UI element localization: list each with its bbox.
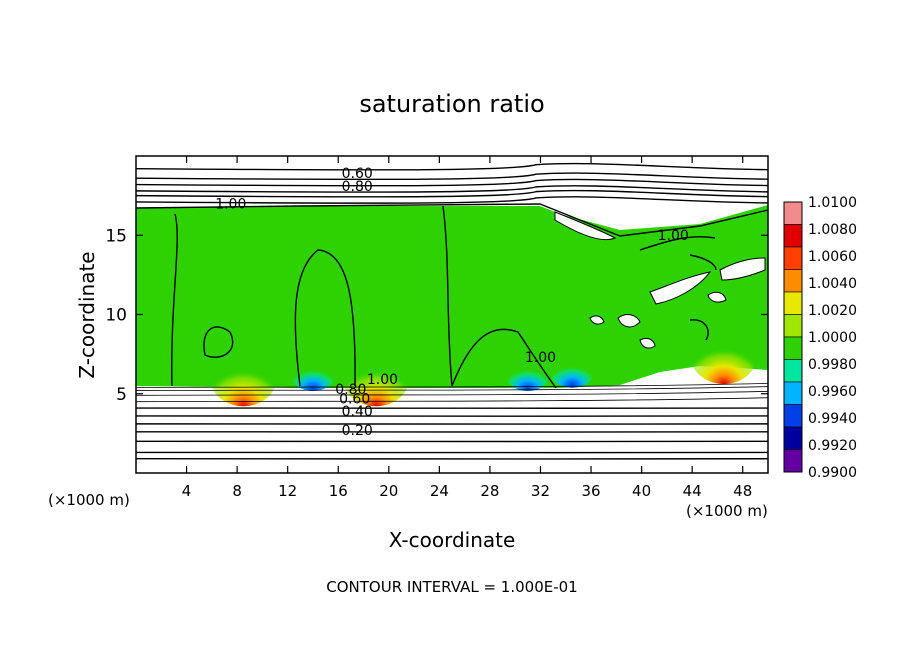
contour-above-4	[136, 172, 768, 181]
contour-above-0	[136, 196, 768, 204]
low-spots	[290, 355, 595, 392]
x-tick-label-8: 36	[581, 482, 600, 500]
colorbar-swatch-2	[783, 246, 803, 270]
contour-label-7: 0.60	[339, 391, 370, 407]
x-tick-label-1: 8	[232, 482, 242, 500]
colorbar-swatch-10	[783, 426, 803, 450]
x-tick-label-11: 48	[733, 482, 752, 500]
y-tick-label-1: 10	[105, 306, 127, 326]
x-tick-label-3: 16	[329, 482, 348, 500]
colorbar-label-0: 1.0100	[808, 195, 857, 211]
x-axis-ticks: 4 8 12 16 20 24 28 32 36 40 44 48	[182, 156, 752, 500]
contour-above-1	[136, 189, 768, 198]
colorbar-label-10: 0.9900	[808, 465, 857, 481]
colorbar-label-8: 0.9940	[808, 411, 857, 427]
contour-below-2	[136, 440, 768, 443]
low-spot-2	[550, 355, 595, 388]
contour-below-4	[136, 422, 768, 425]
low-spot-1	[505, 359, 550, 392]
y-axis-ticks: 5 10 15	[105, 226, 768, 405]
contour-label-8: 0.40	[342, 404, 373, 420]
x-tick-label-4: 20	[379, 482, 398, 500]
colorbar-swatch-9	[783, 404, 803, 428]
low-spot-0	[290, 359, 335, 392]
contour-interval: CONTOUR INTERVAL = 1.000E-01	[326, 578, 577, 596]
x-tick-label-10: 44	[683, 482, 702, 500]
contour-labels: 0.600.801.001.001.001.000.800.600.400.20	[215, 166, 689, 439]
x-tick-label-7: 32	[531, 482, 550, 500]
colorbar-swatch-5	[783, 314, 803, 338]
contour-below-1	[136, 451, 768, 454]
contour-above-2	[136, 185, 768, 193]
contour-below-3	[136, 430, 768, 433]
contour-below-10	[136, 383, 768, 388]
y-axis-label: Z-coordinate	[75, 251, 99, 378]
colorbar-swatch-8	[783, 381, 803, 405]
colorbar-swatch-7	[783, 359, 803, 383]
contour-label-4: 1.00	[525, 350, 556, 366]
contour-below-0	[136, 457, 768, 460]
colorbar-label-9: 0.9920	[808, 438, 857, 454]
x-tick-label-6: 28	[480, 482, 499, 500]
contour-above-5	[136, 162, 768, 171]
x-tick-label-2: 12	[278, 482, 297, 500]
x-tick-label-9: 40	[632, 482, 651, 500]
x-tick-label-5: 24	[430, 482, 449, 500]
contour-above-3	[136, 178, 768, 187]
contour-below-5	[136, 414, 768, 417]
colorbar-label-1: 1.0080	[808, 222, 857, 238]
colorbar: 1.0100 1.0080 1.0060 1.0040 1.0020 1.0000 0.99…	[783, 195, 857, 481]
contour-below-6	[136, 407, 768, 410]
colorbar-swatch-11	[783, 449, 803, 473]
y-tick-label-2: 15	[105, 226, 127, 246]
contours-above	[136, 162, 768, 204]
hotspot-2	[689, 324, 758, 385]
contour-lines	[136, 203, 768, 389]
y-tick-label-0: 5	[116, 385, 127, 405]
cloud-edge-gaps	[554, 211, 766, 349]
contour-label-2: 1.00	[215, 196, 246, 212]
colorbar-swatch-4	[783, 291, 803, 315]
contour-label-5: 1.00	[367, 372, 398, 388]
supersaturated-layer	[136, 205, 768, 388]
colorbar-frame	[783, 201, 803, 473]
x-unit-left: (×1000 m)	[48, 491, 130, 509]
colorbar-label-6: 0.9980	[808, 357, 857, 373]
contour-below-7	[136, 397, 768, 403]
hotspot-0	[209, 346, 278, 407]
colorbar-label-4: 1.0020	[808, 303, 857, 319]
colorbar-swatch-1	[783, 224, 803, 248]
colorbar-label-5: 1.0000	[808, 330, 857, 346]
colorbar-swatch-3	[783, 269, 803, 293]
contour-label-6: 0.80	[335, 382, 366, 398]
plot-area: 0.600.801.001.001.001.000.800.600.400.20	[136, 156, 768, 473]
colorbar-swatch-6	[783, 336, 803, 360]
x-axis-label: X-coordinate	[389, 528, 516, 552]
contour-label-0: 0.60	[342, 166, 373, 182]
colorbar-swatch-0	[783, 201, 803, 225]
contours-below	[136, 383, 768, 460]
hotspot-1	[342, 346, 411, 407]
x-unit-right: (×1000 m)	[686, 502, 768, 520]
colorbar-label-3: 1.0040	[808, 276, 857, 292]
contour-label-3: 1.00	[658, 228, 689, 244]
contour-below-9	[136, 386, 768, 391]
contour-below-8	[136, 390, 768, 396]
contour-label-1: 0.80	[342, 179, 373, 195]
chart-title: saturation ratio	[359, 90, 544, 118]
x-tick-label-0: 4	[182, 482, 192, 500]
colorbar-label-2: 1.0060	[808, 249, 857, 265]
colorbar-label-7: 0.9960	[808, 384, 857, 400]
contour-label-9: 0.20	[342, 423, 373, 439]
